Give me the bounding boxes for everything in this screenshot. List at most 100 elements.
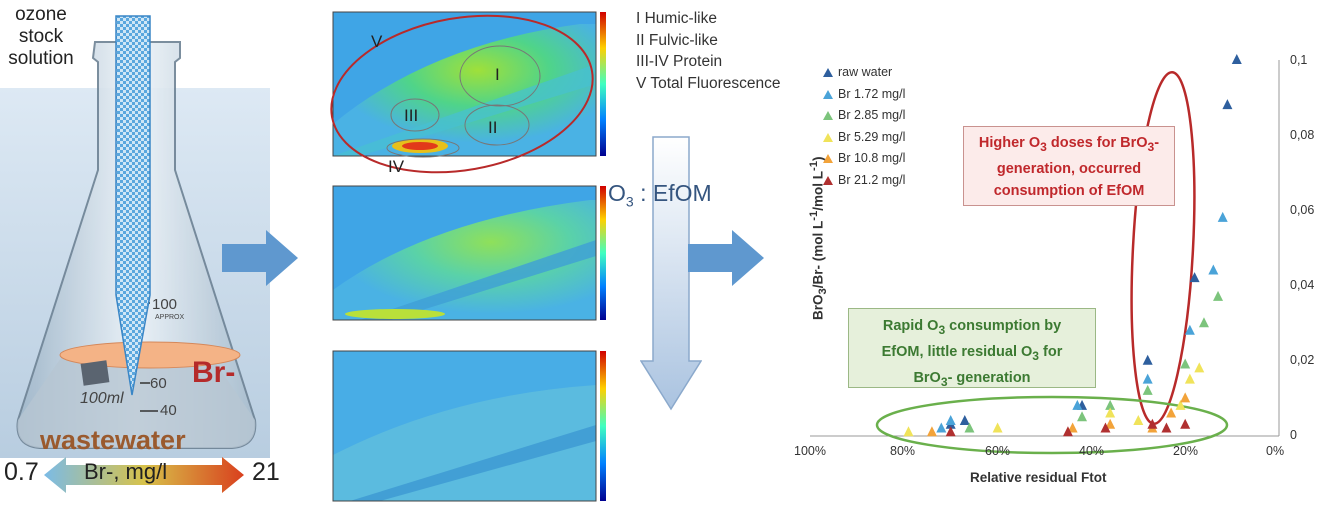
y-tick: 0,1 [1290,53,1308,67]
x-tick: 20% [1173,444,1199,458]
data-point [1072,399,1083,410]
y-tick: 0 [1290,428,1297,442]
eem-legend-item: III-IV Protein [636,53,723,70]
data-point [903,426,914,437]
eem-legend: I Humic-like II Fulvic-like III-IV Prote… [636,8,780,94]
data-point [1184,324,1195,335]
legend-item: raw water [823,62,905,84]
eem-panel-1 [330,11,606,174]
region-iii: III [404,106,419,125]
bromide-scale-label: Br-, mg/l [84,459,168,484]
legend-item: Br 5.29 mg/l [823,127,905,149]
chart-legend: raw water Br 1.72 mg/l Br 2.85 mg/l Br 5.29… [823,62,905,191]
ozone-pipette [115,15,151,396]
legend-label: Br 1.72 mg/l [838,86,906,101]
eem-panel-3 [332,350,606,502]
legend-item: Br 2.85 mg/l [823,105,905,127]
legend-item: Br 21.2 mg/l [823,170,905,192]
data-point [1142,384,1153,395]
data-point [992,422,1003,433]
flask-illustration [0,15,270,458]
legend-marker-icon [823,111,833,121]
legend-marker-icon [823,154,833,164]
bromide-scale-min: 0.7 [4,458,39,486]
graduation-40: 40 [160,402,177,419]
bromide-label: Br- [192,356,236,389]
legend-label: Br 10.8 mg/l [838,151,906,165]
data-point [1175,399,1186,410]
bromide-scale-arrow [44,457,244,493]
low-dose-ellipse [875,395,1229,455]
y-tick: 0,06 [1290,203,1315,217]
data-point [1062,426,1073,437]
eem-legend-item: I Humic-like [636,10,717,27]
y-tick: 0,08 [1290,128,1315,142]
y-tick: 0,02 [1290,353,1315,367]
y-tick: 0,04 [1290,278,1315,292]
graduation-approx: APPROX [155,314,185,321]
high-dose-annotation: Higher O3 doses for BrO3- generation, oc… [963,126,1175,206]
data-point [1147,418,1158,429]
x-tick: 80% [890,444,916,458]
data-point [945,414,956,425]
graduation-100: 100 [152,296,178,313]
data-point [1189,272,1200,283]
legend-label: Br 5.29 mg/l [838,129,906,144]
x-tick: 100% [794,444,826,458]
wastewater-label: wastewater [40,425,186,455]
region-i: I [495,65,500,84]
ozone-stock-label: ozone stock solution [8,4,74,69]
flow-arrow-2 [688,230,764,286]
ozone-dose-arrow [640,136,702,411]
data-point [1105,399,1116,410]
data-point [1198,317,1209,328]
data-point [1067,422,1078,433]
legend-item: Br 10.8 mg/l [823,148,905,170]
legend-label: Br 21.2 mg/l [838,172,906,187]
region-iv: IV [388,157,405,176]
data-point [1213,290,1224,301]
graduation-60: 60 [150,375,167,392]
data-point [1222,99,1233,110]
data-point [1231,54,1242,64]
ozone-efom-label: O3 : EfOM [608,180,712,210]
data-point [936,422,947,433]
data-point [1142,354,1153,365]
data-point [1180,418,1191,429]
x-tick: 40% [1079,444,1105,458]
high-dose-ellipse [1130,70,1196,426]
bromate-scatter-chart [810,54,1280,455]
data-point [926,426,937,437]
flask-volume-label: 100ml [80,390,124,407]
data-point [1161,422,1172,433]
data-point [1217,211,1228,222]
legend-marker-icon [823,175,833,185]
data-point [1100,422,1111,433]
region-v: V [371,32,383,51]
legend-marker-icon [823,89,833,99]
legend-marker-icon [823,68,833,78]
data-point [1194,362,1205,373]
data-point [1077,411,1088,422]
data-point [959,414,970,425]
data-point [1166,407,1177,418]
x-axis-label: Relative residual Ftot [970,470,1107,485]
eem-panel-2 [332,185,606,321]
eem-legend-item: II Fulvic-like [636,31,718,49]
data-point [964,422,975,433]
flow-arrow-1 [222,230,298,286]
data-point [1105,407,1116,418]
data-point [1208,264,1219,275]
legend-label: Br 2.85 mg/l [838,108,906,122]
legend-item: Br 1.72 mg/l [823,84,905,106]
bromide-scale-max: 21 [252,458,280,486]
legend-marker-icon [823,132,833,142]
data-point [1180,358,1191,369]
data-point [1180,392,1191,403]
data-point [1142,373,1153,384]
data-point [945,426,956,437]
legend-label: raw water [838,65,893,79]
data-point [1105,418,1116,429]
eem-legend-item: V Total Fluorescence [636,74,781,92]
low-dose-annotation: Rapid O3 consumption by EfOM, little res… [848,308,1096,389]
